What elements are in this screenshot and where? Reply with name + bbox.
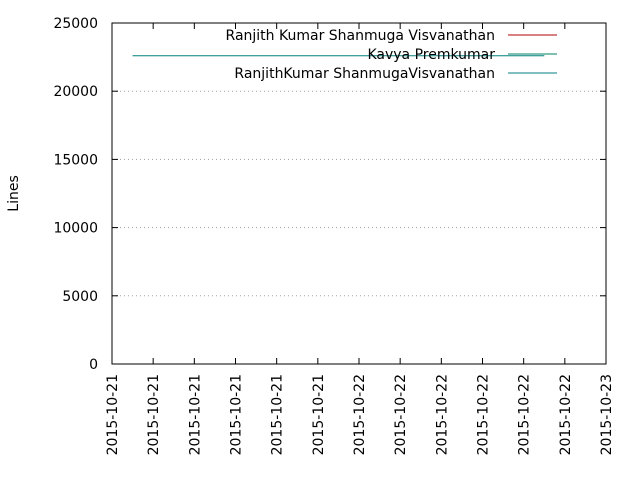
y-axis-label: Lines: [6, 175, 22, 211]
x-tick-label: 2015-10-22: [517, 374, 533, 455]
legend-label: Ranjith Kumar Shanmuga Visvanathan: [226, 28, 495, 44]
x-tick-label: 2015-10-23: [599, 374, 615, 455]
y-tick-label: 15000: [53, 152, 98, 168]
grid-lines: [112, 90, 606, 297]
legend-label: RanjithKumar ShanmugaVisvanathan: [234, 66, 495, 82]
x-tick-label: 2015-10-21: [146, 374, 162, 455]
y-axis-tick-labels: 0 5000 10000 15000 20000 25000: [53, 16, 98, 373]
x-tick-label: 2015-10-21: [229, 374, 245, 455]
x-tick-label: 2015-10-22: [393, 374, 409, 455]
x-tick-label: 2015-10-22: [476, 374, 492, 455]
x-tick-label: 2015-10-22: [558, 374, 574, 455]
y-tick-label: 20000: [53, 84, 98, 100]
x-tick-label: 2015-10-21: [311, 374, 327, 455]
x-axis-tick-labels: 2015-10-21 2015-10-21 2015-10-21 2015-10-21…: [105, 374, 615, 455]
y-tick-label: 10000: [53, 221, 98, 237]
legend: Ranjith Kumar Shanmuga Visvanathan Kavya …: [226, 28, 557, 82]
legend-label: Kavya Premkumar: [367, 47, 495, 63]
y-tick-label: 0: [89, 357, 98, 373]
x-tick-label: 2015-10-22: [434, 374, 450, 455]
axis-ticks: [111, 22, 607, 365]
x-tick-label: 2015-10-21: [187, 374, 203, 455]
x-tick-label: 2015-10-21: [105, 374, 121, 455]
x-tick-label: 2015-10-22: [352, 374, 368, 455]
y-tick-label: 5000: [62, 289, 98, 305]
y-tick-label: 25000: [53, 16, 98, 32]
x-tick-label: 2015-10-21: [270, 374, 286, 455]
